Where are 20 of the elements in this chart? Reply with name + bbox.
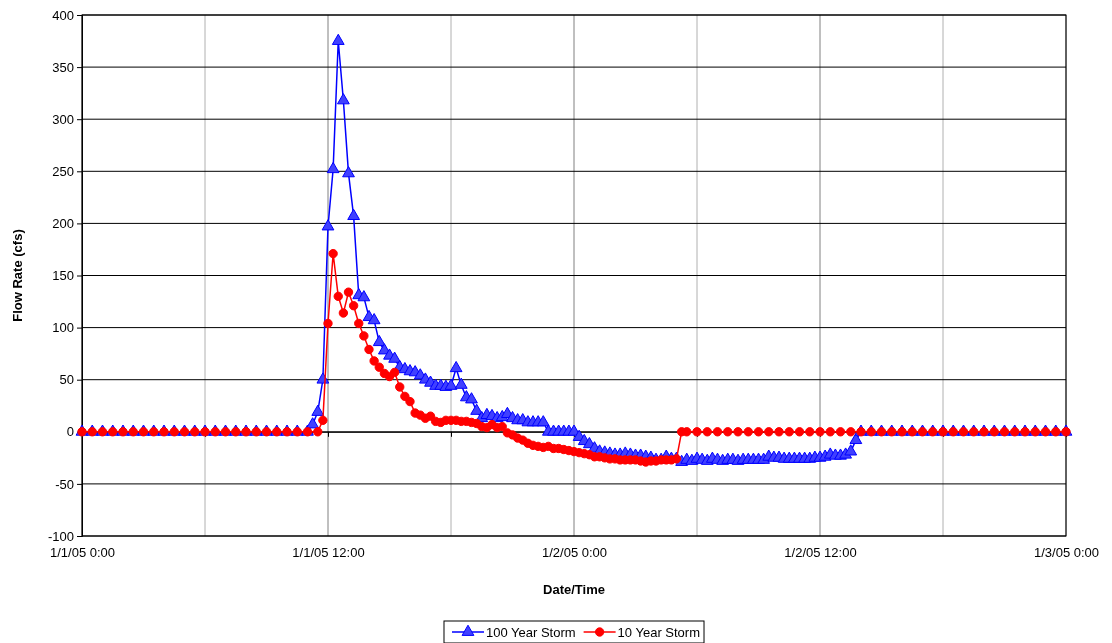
x-tick-label: 1/2/05 12:00 xyxy=(784,545,857,561)
x-tick-label: 1/1/05 12:00 xyxy=(292,545,365,561)
y-tick-label: 200 xyxy=(52,216,74,232)
y-tick-label: -50 xyxy=(55,476,74,492)
y-tick-label: 100 xyxy=(52,320,74,336)
y-tick-label: 350 xyxy=(52,59,74,75)
y-tick-label: 400 xyxy=(52,7,74,23)
x-tick-label: 1/2/05 0:00 xyxy=(541,545,608,561)
y-axis-title: Flow Rate (cfs) xyxy=(10,229,25,322)
y-tick-label: -100 xyxy=(47,528,74,544)
y-tick-label: 50 xyxy=(59,372,74,388)
y-tick-label: 300 xyxy=(52,111,74,127)
legend-label: 10 Year Storm xyxy=(617,625,701,640)
x-tick-label: 1/3/05 0:00 xyxy=(1033,545,1100,561)
x-axis-title: Date/Time xyxy=(543,582,605,597)
y-tick-label: 150 xyxy=(52,268,74,284)
legend-label: 100 Year Storm xyxy=(485,625,576,640)
y-tick-label: 250 xyxy=(52,163,74,179)
x-tick-label: 1/1/05 0:00 xyxy=(49,545,116,561)
y-tick-label: 0 xyxy=(66,424,74,440)
